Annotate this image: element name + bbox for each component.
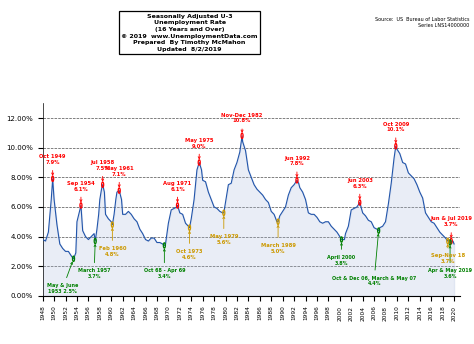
Text: Sep-Nov 18
3.7%: Sep-Nov 18 3.7% bbox=[431, 245, 465, 264]
Text: Jun & Jul 2019
3.7%: Jun & Jul 2019 3.7% bbox=[430, 216, 472, 237]
Text: Source:  US  Bureau of Labor Statistics
Series LNS14000000: Source: US Bureau of Labor Statistics Se… bbox=[375, 17, 469, 28]
Text: Sep 1954
6.1%: Sep 1954 6.1% bbox=[67, 181, 95, 202]
Text: April 2000
3.8%: April 2000 3.8% bbox=[328, 243, 356, 266]
Text: May 1975
9.0%: May 1975 9.0% bbox=[185, 138, 213, 159]
Text: Jun 2003
6.3%: Jun 2003 6.3% bbox=[347, 178, 373, 199]
Text: Feb 1960
4.8%: Feb 1960 4.8% bbox=[99, 228, 126, 257]
Text: March 1989
5.0%: March 1989 5.0% bbox=[261, 225, 296, 254]
Text: Oct & Dec 06, March & May 07
4.4%: Oct & Dec 06, March & May 07 4.4% bbox=[332, 234, 416, 287]
Text: May & June
1953 2.5%: May & June 1953 2.5% bbox=[47, 262, 78, 294]
Text: Jul 1958
7.5%: Jul 1958 7.5% bbox=[91, 160, 115, 181]
Text: May 1961
7.1%: May 1961 7.1% bbox=[105, 166, 134, 187]
Text: Nov-Dec 1982
10.8%: Nov-Dec 1982 10.8% bbox=[221, 112, 263, 132]
Text: Oct 1973
4.6%: Oct 1973 4.6% bbox=[176, 232, 203, 260]
Text: Aug 1971
6.1%: Aug 1971 6.1% bbox=[164, 181, 191, 202]
Text: Jun 1992
7.8%: Jun 1992 7.8% bbox=[284, 155, 310, 176]
Text: Apr & May 2019
3.6%: Apr & May 2019 3.6% bbox=[428, 246, 472, 279]
Text: March 1957
3.7%: March 1957 3.7% bbox=[78, 245, 110, 279]
Text: Oct 2009
10.1%: Oct 2009 10.1% bbox=[383, 121, 409, 142]
Text: May 1979
5.6%: May 1979 5.6% bbox=[210, 217, 238, 245]
Text: Oct 1949
7.9%: Oct 1949 7.9% bbox=[39, 154, 66, 175]
Text: Seasonally Adjusted U-3
Unemployment Rate
(16 Years and Over)
© 2019  www.Unempl: Seasonally Adjusted U-3 Unemployment Rat… bbox=[121, 14, 258, 52]
Text: Oct 68 - Apr 69
3.4%: Oct 68 - Apr 69 3.4% bbox=[144, 249, 185, 279]
